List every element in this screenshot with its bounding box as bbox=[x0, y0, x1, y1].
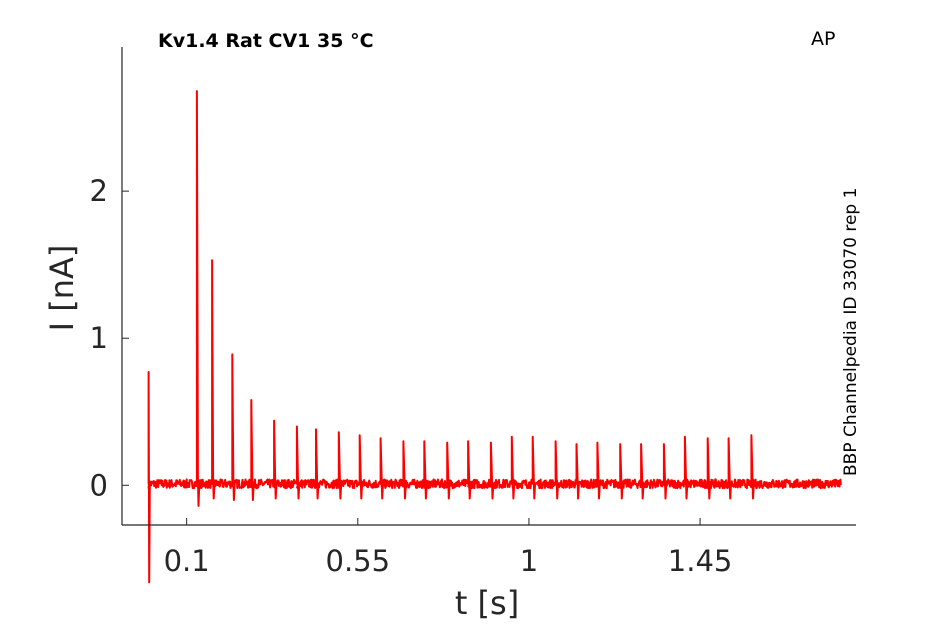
side-label: BBP Channelpedia ID 33070 rep 1 bbox=[841, 188, 861, 476]
x-axis-label: t [s] bbox=[455, 584, 519, 622]
y-axis-label: I [nA] bbox=[43, 245, 81, 332]
current-trace bbox=[147, 90, 842, 584]
y-ticks: 0 1 2 bbox=[90, 174, 129, 502]
x-tick-label: 1.45 bbox=[668, 544, 733, 578]
x-tick-label: 0.1 bbox=[164, 544, 210, 578]
plot-area bbox=[147, 90, 842, 584]
y-tick-label: 1 bbox=[90, 321, 108, 355]
x-tick-label: 0.55 bbox=[326, 544, 391, 578]
y-tick-label: 0 bbox=[90, 468, 108, 502]
y-tick-label: 2 bbox=[90, 174, 108, 208]
axes: 0.1 0.55 1 1.45 0 1 2 bbox=[90, 47, 856, 578]
chart-title: Kv1.4 Rat CV1 35 °C bbox=[158, 30, 374, 52]
x-ticks: 0.1 0.55 1 1.45 bbox=[164, 518, 733, 578]
protocol-label: AP bbox=[811, 28, 835, 50]
x-tick-label: 1 bbox=[520, 544, 538, 578]
